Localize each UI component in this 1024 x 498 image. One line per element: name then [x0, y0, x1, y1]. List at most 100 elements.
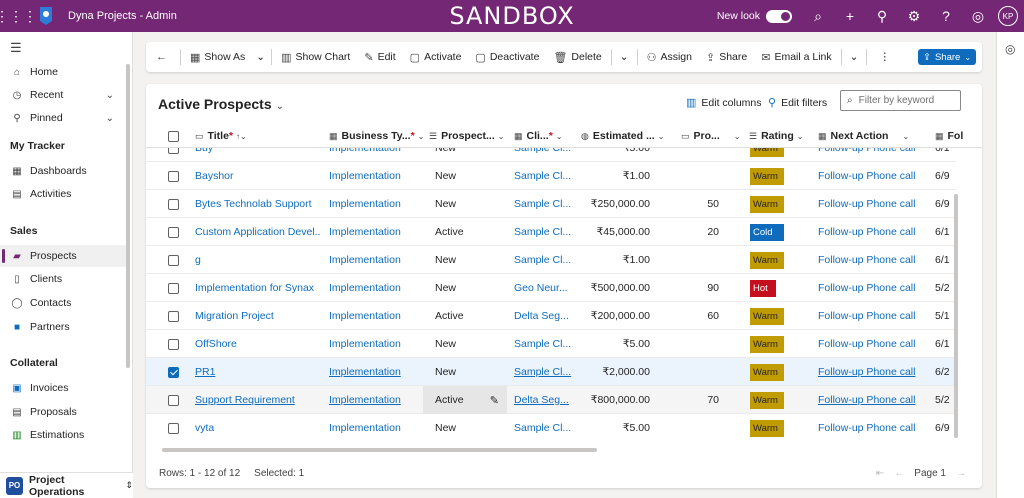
cell-title[interactable]: Bytes Technolab Support [195, 198, 312, 210]
column-header-client[interactable]: ▦ Cli... * ⌄ [514, 124, 562, 148]
table-row-selected[interactable]: PR1 Implementation New Sample Cl... ₹2,0… [146, 358, 956, 386]
cell-client[interactable]: Sample Cl... [514, 148, 572, 154]
row-checkbox[interactable] [168, 414, 179, 438]
email-link-button[interactable]: ✉ Email a Link [754, 42, 838, 72]
sidebar-item-contacts[interactable]: ◯ Contacts [0, 292, 128, 314]
new-look-toggle[interactable] [766, 9, 792, 23]
row-checkbox[interactable] [168, 358, 179, 386]
area-switcher[interactable]: PO Project Operations ⇕ [0, 472, 133, 498]
column-header-probability[interactable]: ▭ Pro... ⌄ [681, 124, 740, 148]
row-checkbox[interactable] [168, 386, 179, 414]
cell-next-action[interactable]: Follow-up Phone call [818, 254, 916, 266]
table-row[interactable]: OffShore Implementation New Sample Cl...… [146, 330, 956, 358]
row-checkbox[interactable] [168, 246, 179, 274]
avatar[interactable]: KP [998, 6, 1018, 26]
column-header-prospect-status[interactable]: ☰ Prospect... ⌄ [429, 124, 504, 148]
column-header-estimated[interactable]: ◍ Estimated ... ⌄ [581, 124, 664, 148]
table-row[interactable]: Bayshor Implementation New Sample Cl... … [146, 162, 956, 190]
checkbox[interactable] [168, 254, 179, 266]
table-row[interactable]: Implementation for Synax Implementation … [146, 274, 956, 302]
copilot-icon[interactable]: ◎ [1005, 42, 1016, 56]
checkbox[interactable] [168, 130, 179, 142]
cell-next-action[interactable]: Follow-up Phone call [818, 148, 916, 154]
table-row[interactable]: Custom Application Devel... Implementati… [146, 218, 956, 246]
cell-title[interactable]: vyta [195, 422, 215, 434]
assign-button[interactable]: ⚇ Assign [640, 42, 699, 72]
plus-icon[interactable]: + [845, 8, 855, 24]
sidebar-item-proposals[interactable]: ▤ Proposals [0, 401, 128, 423]
horizontal-scrollbar[interactable] [162, 448, 597, 452]
cell-business-type[interactable]: Implementation [329, 198, 401, 210]
cell-business-type[interactable]: Implementation [329, 254, 401, 266]
cell-business-type[interactable]: Implementation [329, 394, 401, 406]
cell-next-action[interactable]: Follow-up Phone call [818, 338, 916, 350]
email-chevron-button[interactable]: ⌄ [844, 42, 865, 72]
row-checkbox[interactable] [168, 330, 179, 358]
sidebar-item-clients[interactable]: ▯ Clients [0, 268, 128, 290]
sidebar-item-dashboards[interactable]: ▦ Dashboards [0, 160, 128, 182]
cell-title[interactable]: PR1 [195, 366, 216, 378]
cell-client[interactable]: Sample Cl... [514, 198, 572, 210]
checkbox[interactable] [168, 198, 179, 210]
checkbox[interactable] [168, 170, 179, 182]
cell-title[interactable]: Implementation for Synax [195, 282, 315, 294]
sidebar-item-partners[interactable]: ■ Partners [0, 316, 128, 338]
show-as-chevron-button[interactable]: ⌄ [252, 42, 269, 72]
show-chart-button[interactable]: ▥ Show Chart [274, 42, 357, 72]
cell-title[interactable]: Buy [195, 148, 214, 154]
checkbox[interactable] [168, 148, 179, 154]
cell-business-type[interactable]: Implementation [329, 366, 401, 378]
row-checkbox[interactable] [168, 162, 179, 190]
cell-client[interactable]: Sample Cl... [514, 226, 572, 238]
help-icon[interactable]: ? [942, 8, 950, 24]
cell-next-action[interactable]: Follow-up Phone call [818, 198, 916, 210]
sidebar-scrollbar[interactable] [126, 64, 130, 368]
pencil-icon[interactable]: ✎ [489, 394, 499, 407]
cell-business-type[interactable]: Implementation [329, 310, 401, 322]
cell-client[interactable]: Sample Cl... [514, 366, 572, 378]
row-checkbox[interactable] [168, 302, 179, 330]
edit-filters-button[interactable]: ⚲ Edit filters [768, 96, 827, 110]
select-all-checkbox[interactable] [168, 124, 179, 148]
cell-client[interactable]: Sample Cl... [514, 254, 572, 266]
deactivate-button[interactable]: ▢ Deactivate [468, 42, 546, 72]
sidebar-item-activities[interactable]: ▤ Activities [0, 183, 128, 205]
more-chevron-button[interactable]: ⌄ [614, 42, 635, 72]
cell-client[interactable]: Sample Cl... [514, 338, 572, 350]
share-button[interactable]: ⇪ Share [699, 42, 754, 72]
chevron-down-icon[interactable]: ⌄ [105, 89, 114, 101]
checkbox[interactable] [168, 310, 179, 322]
cell-business-type[interactable]: Implementation [329, 170, 401, 182]
checkbox[interactable] [168, 422, 179, 434]
table-row-hovered[interactable]: Support Requirement Implementation Activ… [146, 386, 956, 414]
cell-title[interactable]: Migration Project [195, 310, 274, 322]
delete-button[interactable]: 🗑 Delete [546, 42, 608, 72]
cell-title[interactable]: Bayshor [195, 170, 234, 182]
checkbox[interactable] [168, 282, 179, 294]
cell-client[interactable]: Sample Cl... [514, 170, 572, 182]
sidebar-item-estimations[interactable]: ▥ Estimations [0, 424, 128, 446]
cell-business-type[interactable]: Implementation [329, 422, 401, 434]
table-row[interactable]: Bytes Technolab Support Implementation N… [146, 190, 956, 218]
cell-business-type[interactable]: Implementation [329, 282, 401, 294]
cell-client[interactable]: Delta Seg... [514, 394, 569, 406]
previous-page-icon[interactable]: ← [894, 467, 905, 479]
app-launcher-icon[interactable]: ⋮⋮⋮ [0, 7, 37, 24]
cell-title[interactable]: Custom Application Devel... [195, 226, 320, 238]
view-selector[interactable]: Active Prospects ⌄ [158, 96, 284, 112]
column-header-business-type[interactable]: ▦ Business Ty... * ⌄ [329, 124, 424, 148]
sidebar-item-invoices[interactable]: ▣ Invoices [0, 377, 128, 399]
checkbox[interactable] [168, 226, 179, 238]
cell-business-type[interactable]: Implementation [329, 148, 401, 154]
row-checkbox[interactable] [168, 218, 179, 246]
hamburger-icon[interactable]: ☰ [10, 40, 22, 55]
cell-next-action[interactable]: Follow-up Phone call [818, 366, 916, 378]
cell-title[interactable]: OffShore [195, 338, 237, 350]
cell-status-editing[interactable]: Active ✎ [423, 386, 507, 414]
cell-next-action[interactable]: Follow-up Phone call [818, 226, 916, 238]
column-header-rating[interactable]: ☰ Rating ⌄ [749, 124, 803, 148]
cell-next-action[interactable]: Follow-up Phone call [818, 310, 916, 322]
search-icon[interactable]: ⌕ [814, 7, 822, 24]
checkbox-checked[interactable] [168, 366, 179, 378]
column-header-title[interactable]: ▭ Title * ↑⌄ [195, 124, 247, 148]
